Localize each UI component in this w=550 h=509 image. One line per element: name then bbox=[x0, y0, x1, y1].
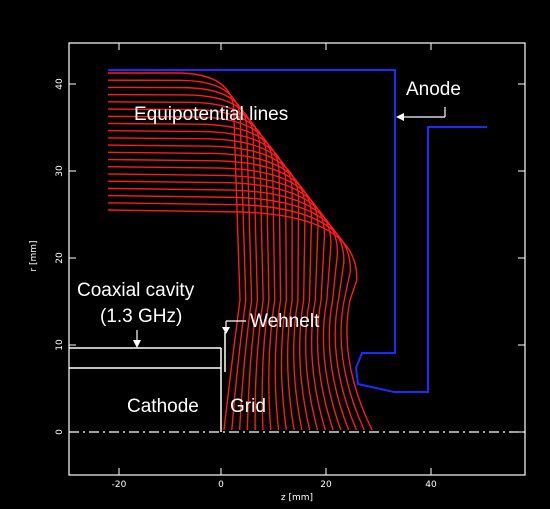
y-tick-label: 40 bbox=[55, 78, 65, 90]
equipotential-line bbox=[107, 202, 365, 431]
y-tick-label: 0 bbox=[55, 429, 65, 435]
equipotential-line bbox=[107, 115, 276, 431]
equipotential-line bbox=[107, 122, 282, 431]
equipotential-line bbox=[107, 93, 259, 431]
x-tick-labels: -20 0 20 40 bbox=[112, 480, 437, 490]
equipotential-line bbox=[107, 187, 350, 431]
cathode-label: Cathode bbox=[127, 396, 199, 417]
grid-label: Grid bbox=[230, 396, 266, 417]
coaxial-cavity-frequency-label: (1.3 GHz) bbox=[100, 306, 182, 327]
equipotential-lines bbox=[107, 72, 373, 431]
equipotential-line bbox=[107, 79, 247, 431]
equipotential-line bbox=[107, 129, 288, 431]
equipotential-line bbox=[107, 180, 342, 431]
coaxial-cavity-arrowhead bbox=[133, 340, 141, 348]
plot-frame bbox=[68, 42, 526, 476]
y-tick-label: 10 bbox=[55, 339, 65, 351]
y-tick-labels: 0 10 20 30 40 bbox=[55, 78, 65, 435]
x-tick-label: -20 bbox=[112, 480, 127, 490]
equipotential-line bbox=[107, 158, 319, 431]
equipotential-line bbox=[107, 108, 270, 431]
equipotential-line bbox=[107, 194, 358, 431]
y-tick-label: 30 bbox=[55, 165, 65, 177]
x-tick-label: 0 bbox=[218, 480, 224, 490]
wehnelt-label: Wehnelt bbox=[250, 311, 320, 332]
equipotential-line bbox=[107, 86, 253, 431]
x-tick-label: 40 bbox=[425, 480, 437, 490]
equipotential-line bbox=[107, 173, 334, 431]
x-axis-label: z [mm] bbox=[281, 493, 313, 503]
equipotential-line bbox=[107, 101, 264, 431]
anode-label: Anode bbox=[406, 79, 461, 100]
anode-arrowhead bbox=[396, 113, 404, 121]
x-tick-label: 20 bbox=[320, 480, 332, 490]
wehnelt-arrowhead bbox=[222, 327, 230, 334]
coaxial-cavity-label: Coaxial cavity bbox=[77, 280, 195, 301]
anode-electrode bbox=[108, 69, 487, 393]
equipotential-line bbox=[108, 72, 241, 431]
y-tick-label: 20 bbox=[55, 252, 65, 264]
equipotential-lines-label: Equipotential lines bbox=[134, 104, 288, 125]
equipotential-line bbox=[107, 137, 295, 431]
equipotential-line bbox=[107, 209, 373, 431]
equipotential-line bbox=[107, 166, 326, 431]
y-axis-label: r [mm] bbox=[29, 240, 39, 271]
